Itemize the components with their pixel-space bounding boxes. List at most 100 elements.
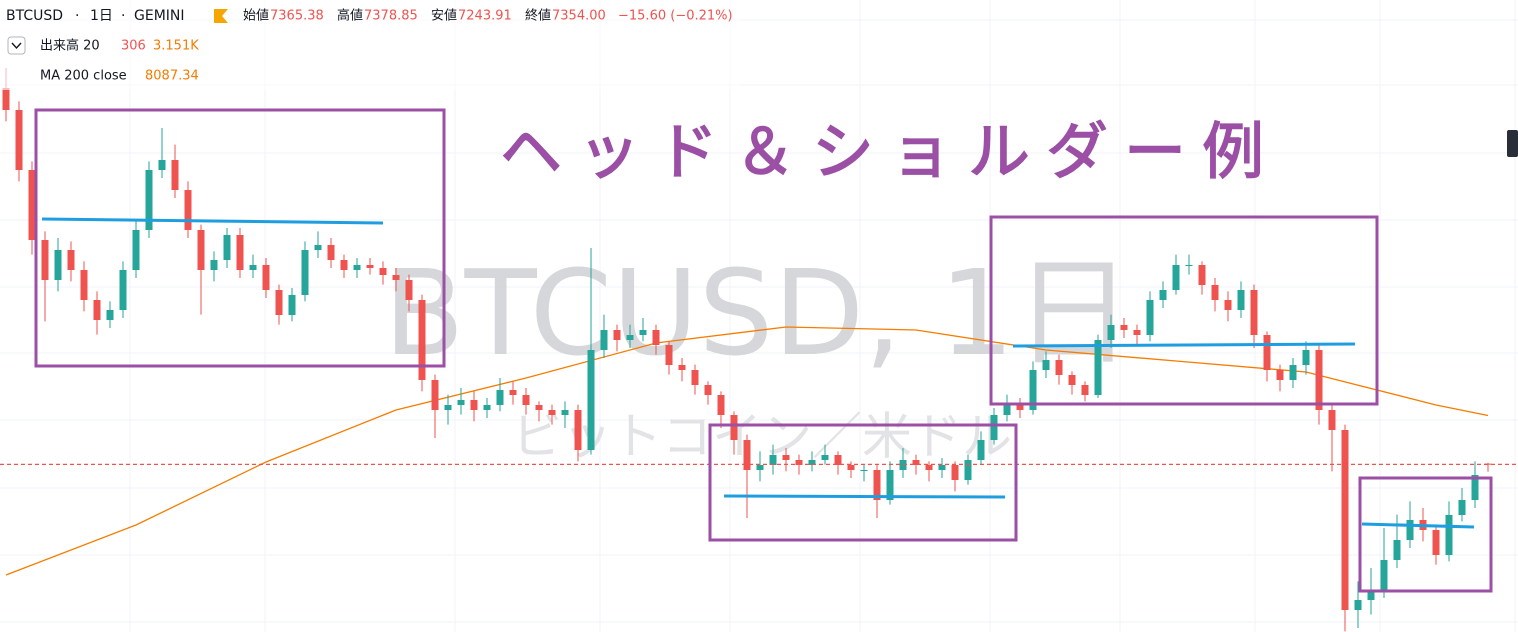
candle-body xyxy=(1185,265,1193,266)
candle-body xyxy=(1406,520,1414,540)
low-label: 安値 xyxy=(431,8,457,24)
candle-body xyxy=(210,260,218,270)
candle-body xyxy=(314,245,322,250)
candle-body xyxy=(171,160,179,190)
neckline xyxy=(723,494,1006,499)
candle-body xyxy=(249,265,257,270)
candle-body xyxy=(106,310,114,320)
candle-body xyxy=(1289,365,1297,380)
candle-body xyxy=(522,395,530,405)
high-value: 7378.85 xyxy=(364,9,418,24)
candle-body xyxy=(1328,410,1336,430)
candle-body xyxy=(1003,405,1011,415)
candle-body xyxy=(652,330,660,345)
candle-body xyxy=(80,270,88,300)
candle-body xyxy=(1471,475,1479,500)
candle-body xyxy=(1042,360,1050,370)
plot xyxy=(0,68,1518,632)
candle-body xyxy=(1146,300,1154,335)
candle-body xyxy=(769,455,777,465)
candle-body xyxy=(470,400,478,410)
open-label: 始値 xyxy=(243,8,269,24)
candle-body xyxy=(119,270,127,310)
candle-body xyxy=(275,290,283,315)
candle-body xyxy=(795,460,803,465)
annotation-box xyxy=(708,423,1018,542)
candle-body xyxy=(353,265,361,270)
candle-body xyxy=(548,410,556,415)
candle-body xyxy=(717,395,725,415)
close-label: 終値 xyxy=(525,8,551,24)
candle-body xyxy=(145,170,153,230)
candle-body xyxy=(613,330,621,340)
candle-body xyxy=(132,230,140,270)
candle-body xyxy=(1198,265,1206,285)
scale-tag xyxy=(1507,130,1518,157)
candle-body xyxy=(340,260,348,270)
header: BTCUSD · 1日 · GEMINI 始値 7365.38 高値 7378.… xyxy=(0,0,740,90)
neckline xyxy=(41,217,384,225)
candle-body xyxy=(535,405,543,410)
candle-body xyxy=(1341,430,1349,610)
candle-body xyxy=(639,330,647,335)
candle-body xyxy=(587,350,595,450)
candle-body xyxy=(158,160,166,170)
candle-body xyxy=(860,470,868,471)
volume-average: 3.151K xyxy=(153,39,199,54)
candle-body xyxy=(1393,540,1401,560)
candle-body xyxy=(951,465,959,480)
candle-body xyxy=(54,250,62,280)
candle-body xyxy=(67,250,75,270)
candle-body xyxy=(1120,325,1128,330)
collapse-button[interactable] xyxy=(7,36,26,55)
candle-body xyxy=(28,170,36,240)
candle-body xyxy=(405,280,413,300)
candle-body xyxy=(262,265,270,290)
candle-body xyxy=(1237,290,1245,310)
annotation-box xyxy=(34,108,446,368)
annotation-box xyxy=(1358,476,1493,593)
candle-body xyxy=(392,275,400,280)
candle-body xyxy=(847,465,855,470)
separator: · xyxy=(121,8,125,24)
chevron-icon xyxy=(11,42,22,50)
candle-body xyxy=(41,240,49,280)
candle-body xyxy=(1068,375,1076,385)
candle-body xyxy=(418,300,426,380)
candle-body xyxy=(834,455,842,465)
candle-body xyxy=(509,390,517,395)
candle-body xyxy=(184,190,192,230)
neckline xyxy=(1012,342,1356,348)
ma-label: MA 200 close xyxy=(40,69,127,84)
candle-body xyxy=(1211,285,1219,300)
candle-body xyxy=(2,88,10,110)
volume-label: 出来高 20 xyxy=(40,38,100,54)
candle-body xyxy=(1081,385,1089,395)
annotation-box xyxy=(989,215,1379,406)
candle-body xyxy=(431,380,439,410)
interval: 1日 xyxy=(90,8,113,24)
candle-body xyxy=(288,295,296,315)
volume-value: 306 xyxy=(121,39,146,54)
candle-body xyxy=(15,110,23,170)
candle-body xyxy=(977,440,985,460)
candle-body xyxy=(1250,290,1258,335)
candle-body xyxy=(1367,590,1375,600)
candle-body xyxy=(873,470,881,500)
candle-body xyxy=(1432,530,1440,555)
candle-body xyxy=(704,385,712,395)
low-value: 7243.91 xyxy=(458,9,512,24)
flag-icon xyxy=(214,9,228,23)
candle-body xyxy=(912,460,920,465)
candle-body xyxy=(1159,290,1167,300)
candle-body xyxy=(1302,350,1310,365)
candle-body xyxy=(457,400,465,405)
candle-body xyxy=(1016,405,1024,410)
watermark-sub: ビットコイン／米ドル xyxy=(512,408,1012,466)
candle-body xyxy=(756,465,764,470)
candle-body xyxy=(1094,340,1102,395)
candle-body xyxy=(626,335,634,340)
close-value: 7354.00 xyxy=(552,9,606,24)
candle-body xyxy=(93,300,101,320)
